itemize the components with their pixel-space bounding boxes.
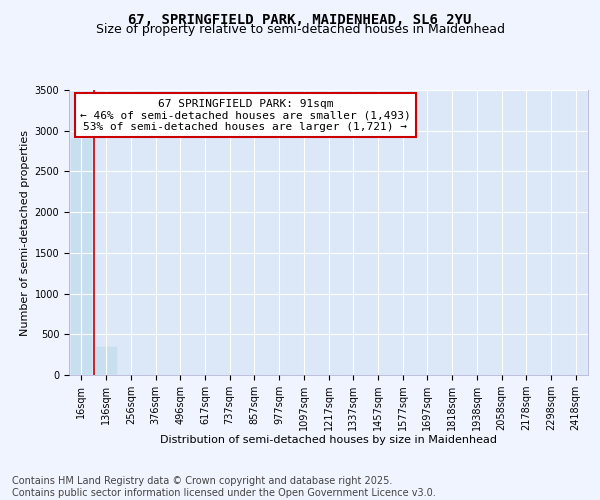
- X-axis label: Distribution of semi-detached houses by size in Maidenhead: Distribution of semi-detached houses by …: [160, 434, 497, 444]
- Text: 67 SPRINGFIELD PARK: 91sqm
← 46% of semi-detached houses are smaller (1,493)
53%: 67 SPRINGFIELD PARK: 91sqm ← 46% of semi…: [80, 98, 411, 132]
- Text: Size of property relative to semi-detached houses in Maidenhead: Size of property relative to semi-detach…: [95, 22, 505, 36]
- Bar: [71, 139, 92, 375]
- Y-axis label: Number of semi-detached properties: Number of semi-detached properties: [20, 130, 31, 336]
- Text: 67, SPRINGFIELD PARK, MAIDENHEAD, SL6 2YU: 67, SPRINGFIELD PARK, MAIDENHEAD, SL6 2Y…: [128, 12, 472, 26]
- Bar: [95, 346, 116, 375]
- Text: Contains HM Land Registry data © Crown copyright and database right 2025.
Contai: Contains HM Land Registry data © Crown c…: [12, 476, 436, 498]
